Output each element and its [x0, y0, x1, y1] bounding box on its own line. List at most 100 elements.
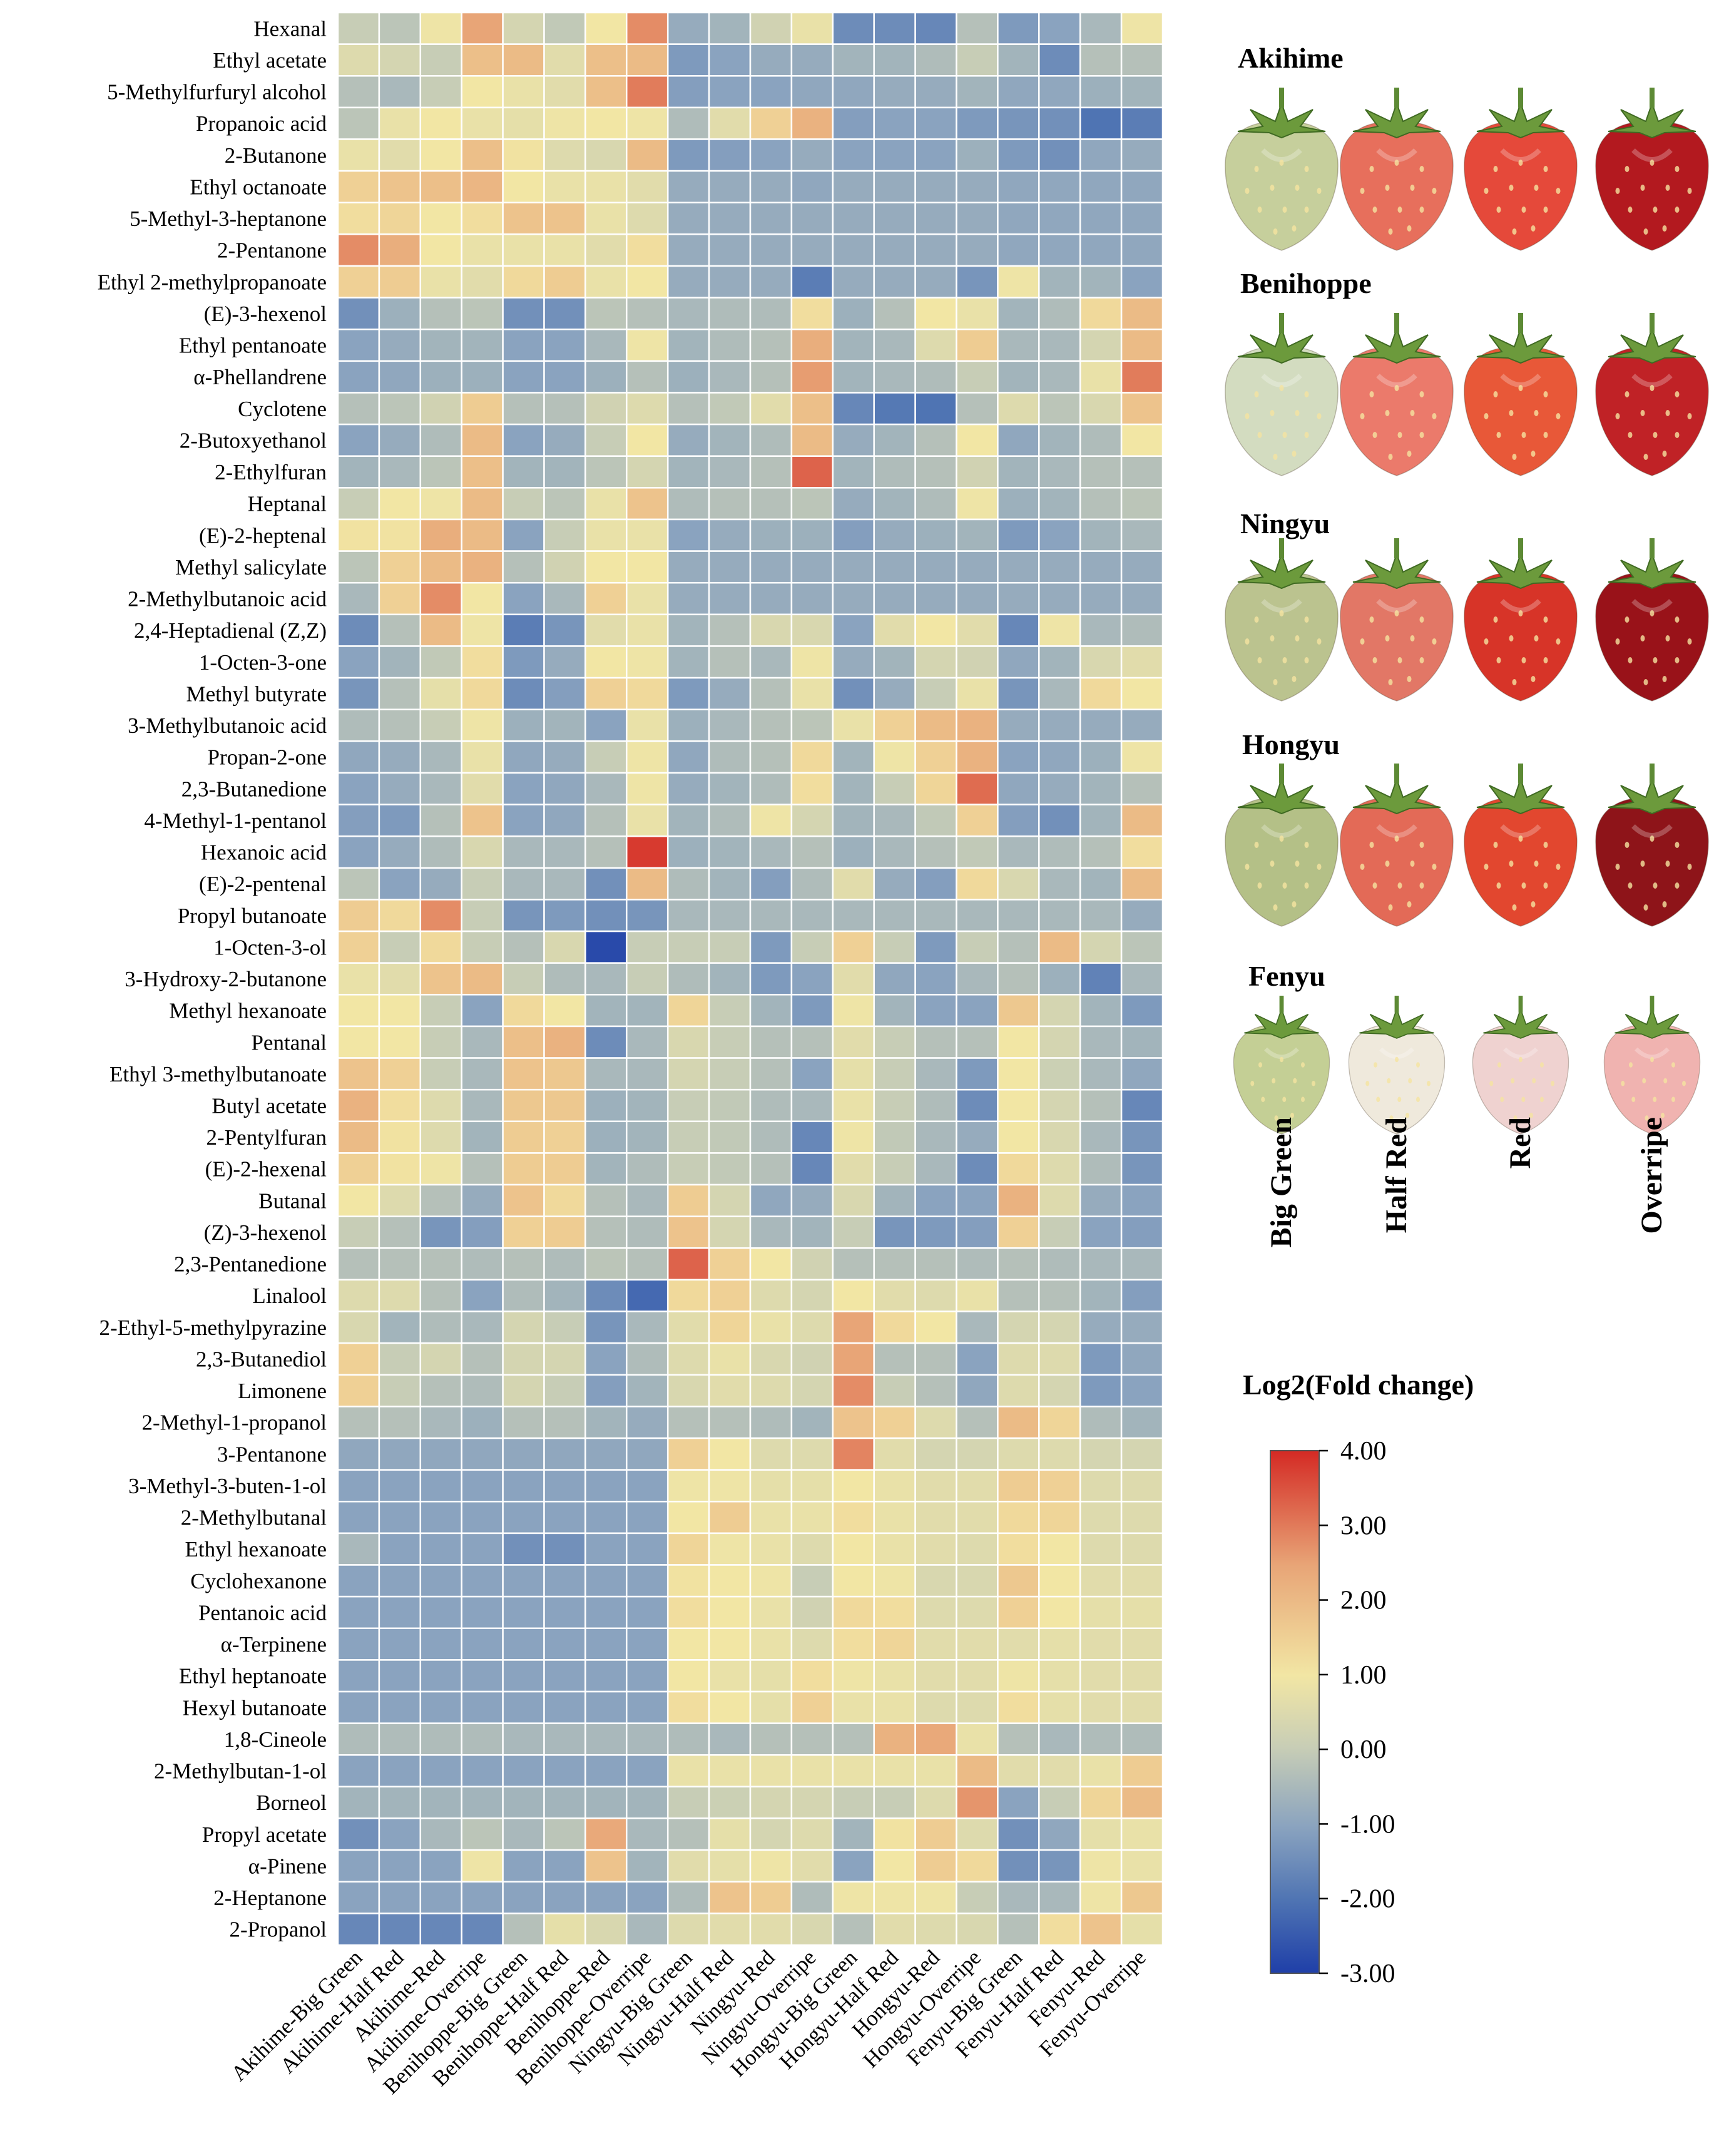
heatmap-cell	[626, 1786, 669, 1819]
heatmap-cell	[419, 138, 462, 172]
heatmap-cell	[419, 1469, 462, 1503]
heatmap-cell	[708, 1057, 752, 1091]
heatmap-cell	[997, 75, 1040, 109]
heatmap-cell	[584, 1279, 628, 1312]
heatmap-cell	[1038, 1627, 1081, 1661]
heatmap-cell	[626, 1659, 669, 1693]
heatmap-cell	[502, 772, 545, 805]
heatmap-cell	[626, 1690, 669, 1724]
heatmap-cell	[666, 455, 710, 489]
heatmap-cell	[708, 867, 752, 901]
heatmap-cell	[502, 423, 545, 457]
heatmap-cell	[666, 1690, 710, 1724]
heatmap-cell	[502, 1310, 545, 1344]
heatmap-cell	[873, 1881, 916, 1914]
heatmap-cell	[832, 11, 875, 45]
heatmap-cell	[914, 1469, 957, 1503]
heatmap-cell	[832, 1532, 875, 1566]
heatmap-cell	[1120, 708, 1164, 742]
heatmap-cell	[956, 1247, 999, 1281]
heatmap-cell	[997, 423, 1040, 457]
heatmap-cell	[956, 1310, 999, 1344]
heatmap-cell	[873, 1532, 916, 1566]
heatmap-cell	[873, 202, 916, 235]
heatmap-cell	[832, 423, 875, 457]
row-label: Methyl hexanoate	[169, 999, 327, 1023]
heatmap-cell	[997, 962, 1040, 996]
heatmap-cell	[997, 930, 1040, 964]
heatmap-cell	[790, 1469, 834, 1503]
heatmap-cell	[997, 360, 1040, 394]
heatmap-cell	[708, 1501, 752, 1535]
heatmap-cell	[666, 423, 710, 457]
heatmap-cell	[708, 1152, 752, 1186]
heatmap-cell	[1120, 1564, 1164, 1598]
heatmap-cell	[378, 645, 422, 679]
heatmap-cell	[749, 613, 793, 647]
heatmap-cell	[543, 1310, 586, 1344]
heatmap-cell	[543, 1722, 586, 1756]
heatmap-cell	[378, 550, 422, 584]
heatmap-cell	[419, 1913, 462, 1946]
heatmap-cell	[997, 1690, 1040, 1724]
row-label: 2-Methylbutan-1-ol	[154, 1759, 327, 1784]
heatmap-cell	[997, 708, 1040, 742]
heatmap-cell	[543, 899, 586, 932]
heatmap-cell	[337, 360, 380, 394]
strawberry-fruit-icon	[1340, 764, 1454, 927]
heatmap-cell	[543, 835, 586, 869]
heatmap-cell	[1120, 867, 1164, 901]
heatmap-cell	[1120, 1057, 1164, 1091]
heatmap-cell	[790, 581, 834, 616]
row-label: 2-Methyl-1-propanol	[142, 1411, 327, 1435]
heatmap-cell	[626, 1374, 669, 1408]
heatmap-cell	[666, 1501, 710, 1535]
heatmap-cell	[873, 772, 916, 805]
heatmap-cell	[790, 1913, 834, 1946]
heatmap-cell	[749, 1247, 793, 1281]
heatmap-cell	[832, 994, 875, 1028]
heatmap-cell	[749, 328, 793, 362]
heatmap-cell	[378, 75, 422, 109]
heatmap-cell	[502, 1437, 545, 1471]
heatmap-cell	[378, 1437, 422, 1471]
heatmap-cell	[873, 1247, 916, 1281]
heatmap-cell	[419, 1057, 462, 1091]
heatmap-cell	[666, 1437, 710, 1471]
heatmap-cell	[749, 1754, 793, 1788]
heatmap-cell	[666, 487, 710, 521]
heatmap-cell	[997, 740, 1040, 774]
heatmap-cell	[419, 106, 462, 140]
heatmap-cell	[749, 581, 793, 616]
heatmap-cell	[378, 1152, 422, 1186]
row-label: 1-Octen-3-ol	[213, 935, 327, 959]
heatmap-cell	[337, 1595, 380, 1630]
heatmap-cell	[626, 1152, 669, 1186]
strawberry-fruit-icon	[1225, 88, 1339, 251]
heatmap-cell	[749, 423, 793, 457]
heatmap-cell	[1120, 1215, 1164, 1249]
heatmap-cell	[378, 1849, 422, 1883]
heatmap-cell	[666, 1406, 710, 1439]
heatmap-cell	[461, 297, 504, 330]
heatmap-cell	[956, 423, 999, 457]
heatmap-cell	[1120, 518, 1164, 552]
heatmap-cell	[873, 1374, 916, 1408]
heatmap-cell	[543, 1627, 586, 1661]
heatmap-cell	[1120, 1247, 1164, 1281]
heatmap-cell	[626, 581, 669, 616]
heatmap-cell	[790, 1849, 834, 1883]
heatmap-cell	[666, 1057, 710, 1091]
heatmap-cell	[502, 265, 545, 299]
heatmap-cell	[543, 1469, 586, 1503]
heatmap-cell	[790, 360, 834, 394]
heatmap-cell	[1120, 392, 1164, 426]
row-label: 1,8-Cineole	[224, 1727, 327, 1752]
heatmap-cell	[873, 1659, 916, 1693]
heatmap-cell	[626, 1025, 669, 1059]
heatmap-cell	[1120, 202, 1164, 235]
heatmap-cell	[708, 487, 752, 521]
row-label: 5-Methyl-3-heptanone	[130, 207, 327, 231]
heatmap-cell	[419, 1817, 462, 1851]
heatmap-cell	[584, 835, 628, 869]
